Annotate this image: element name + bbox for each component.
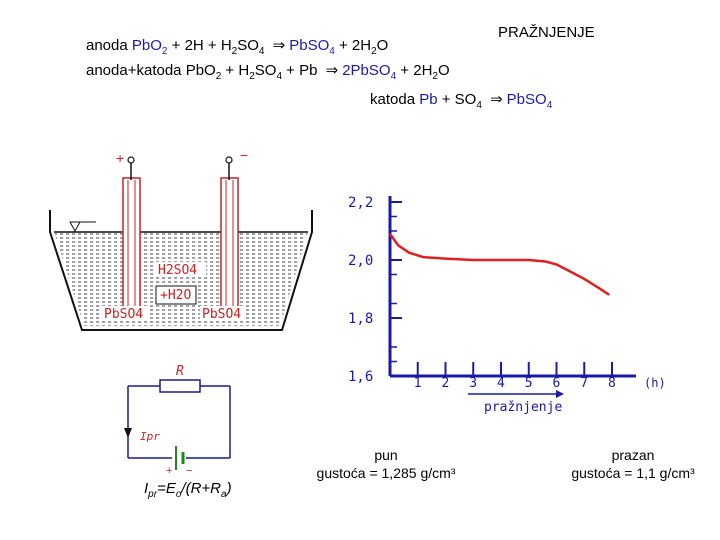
full-density: gustoća = 1,285 g/cm³ <box>316 465 456 481</box>
empty-state: prazan <box>611 447 655 463</box>
positive-terminal <box>127 156 135 164</box>
x-tick-label: 3 <box>469 376 477 391</box>
y-tick-label: 1,6 <box>348 369 373 385</box>
current-formula: Ipr=Eo/(R+Ra) <box>144 480 232 500</box>
total-reaction: anoda+katoda PbO2 + H2SO4 + Pb ⇒ 2PbSO4 +… <box>86 61 450 82</box>
anode-reactant: PbO2 <box>131 37 168 57</box>
title: PRAŽNJENJE <box>498 24 595 41</box>
anode-rest: + 2H + H2SO4 <box>167 37 265 57</box>
anode-label: anoda <box>86 37 132 54</box>
full-state: pun <box>374 447 398 463</box>
anode-product: PbSO4 <box>289 37 335 57</box>
empty-caption: prazan gustoća = 1,1 g/cm³ <box>548 446 718 482</box>
electrolyte <box>54 232 308 326</box>
x-tick-label: 5 <box>525 376 533 391</box>
left-plate <box>122 177 141 309</box>
x-axis-label: pražnjenje <box>484 400 562 415</box>
cathode-reactant: Pb <box>419 91 438 108</box>
anode-reaction: anoda PbO2 + 2H + H2SO4 ⇒ PbSO4 + 2H2O <box>86 36 388 57</box>
minus-sign: − <box>240 147 248 163</box>
x-tick-label: 6 <box>553 376 561 391</box>
x-tick-label: 4 <box>497 376 505 391</box>
discharge-chart: 2,2 2,0 1,8 1,6 1 2 3 4 5 6 7 8 (h) pražnjenje <box>348 195 666 415</box>
x-tick-label: 7 <box>580 376 588 391</box>
x-unit-label: (h) <box>644 376 666 390</box>
y-tick-label: 2,2 <box>348 195 373 211</box>
x-tick-label: 8 <box>608 376 616 391</box>
battery-plus: + <box>166 465 172 477</box>
total-reactants: PbO2 + H2SO4 + Pb <box>185 62 322 82</box>
right-plate-label: PbSO4 <box>202 307 241 322</box>
battery-cell: + − H2SO4 +H2O PbSO4 PbSO4 <box>49 147 313 331</box>
level-marker-icon <box>69 221 81 233</box>
resistor <box>159 379 201 393</box>
right-plate <box>220 177 239 309</box>
total-arrow: ⇒ <box>325 61 339 79</box>
voltage-curve <box>388 233 610 296</box>
x-label-arrow-icon <box>556 390 564 398</box>
x-tick-label: 1 <box>414 376 422 391</box>
empty-density: gustoća = 1,1 g/cm³ <box>571 465 695 481</box>
x-tick-label: 2 <box>442 376 450 391</box>
total-tail: + 2H2O <box>396 62 450 82</box>
anode-tail: + 2H2O <box>334 37 389 57</box>
water-label-box <box>155 285 197 305</box>
circuit: R Ipr + − <box>124 364 231 477</box>
negative-terminal <box>225 156 233 164</box>
electrolyte-label: H2SO4 <box>158 263 197 278</box>
cathode-reaction: katoda Pb + SO4 ⇒ PbSO4 <box>370 90 552 111</box>
full-caption: pun gustoća = 1,285 g/cm³ <box>296 446 476 482</box>
total-product: 2PbSO4 <box>342 62 397 82</box>
y-tick-label: 1,8 <box>348 311 373 327</box>
battery-minus: − <box>186 465 192 477</box>
water-label: +H2O <box>160 288 191 303</box>
cathode-product: PbSO4 <box>506 91 553 111</box>
y-tick-label: 2,0 <box>348 253 373 269</box>
total-label: anoda+katoda <box>86 62 186 79</box>
current-arrow-icon <box>124 428 132 438</box>
container-wall <box>49 210 313 331</box>
cathode-label: katoda <box>370 91 420 108</box>
left-plate-label: PbSO4 <box>104 307 143 322</box>
cathode-arrow: ⇒ <box>490 90 503 108</box>
plus-sign: + <box>116 150 124 166</box>
cathode-rest: + SO4 <box>437 91 482 111</box>
anode-arrow: ⇒ <box>272 36 286 54</box>
resistor-label: R <box>176 364 184 379</box>
current-label: Ipr <box>140 430 160 443</box>
